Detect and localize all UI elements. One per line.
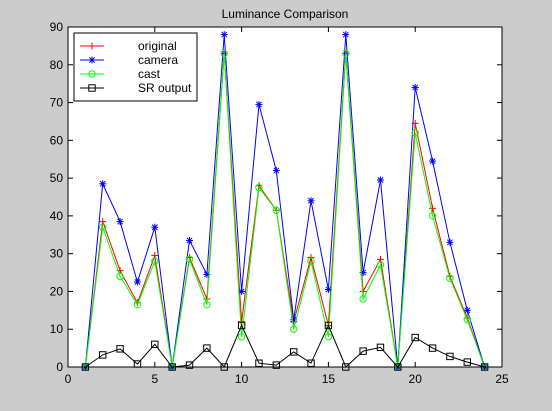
legend-box xyxy=(73,32,198,102)
x-tick-label: 25 xyxy=(495,372,509,386)
data-point-cast xyxy=(116,272,124,281)
data-point-cast xyxy=(428,212,437,220)
legend-label-cast: cast xyxy=(138,67,161,81)
data-point-camera xyxy=(255,100,263,108)
data-point-sr-output xyxy=(237,321,246,330)
data-point-sr-output xyxy=(324,321,333,330)
series-cast xyxy=(81,49,489,371)
y-tick-label: 20 xyxy=(50,284,64,298)
y-tick-label: 60 xyxy=(50,133,64,147)
data-point-sr-output xyxy=(359,347,367,355)
data-point-cast xyxy=(203,300,211,309)
axis-layer: 0 5 10 15 20 25 0 10 20 30 40 50 60 70 80 90 xyxy=(50,20,509,386)
y-tick-label: 70 xyxy=(50,96,64,110)
data-point-original xyxy=(238,318,246,326)
data-point-cast xyxy=(411,129,419,137)
legend-entry-original: original xyxy=(80,39,177,53)
legend-entry-cast: cast xyxy=(80,67,161,81)
chart-title: Luminance Comparison xyxy=(222,7,349,21)
data-point-cast xyxy=(151,257,159,265)
data-point-sr-output xyxy=(203,344,211,352)
data-point-cast xyxy=(446,274,454,282)
data-point-cast xyxy=(272,206,281,214)
series-line-camera xyxy=(84,34,486,368)
legend-marker-sr-output xyxy=(88,84,96,92)
data-point-cast xyxy=(99,223,107,231)
data-point-sr-output xyxy=(428,344,437,352)
y-tick-label: 50 xyxy=(50,171,64,185)
data-point-cast xyxy=(307,257,315,265)
data-point-cast xyxy=(255,183,263,192)
data-point-cast xyxy=(376,261,385,269)
data-point-camera xyxy=(186,236,194,244)
legend-label-original: original xyxy=(138,39,177,53)
data-point-sr-output xyxy=(463,358,471,366)
data-point-sr-output xyxy=(307,359,315,367)
data-point-cast xyxy=(133,300,142,309)
series-sr-output xyxy=(81,321,489,371)
x-tick-label: 20 xyxy=(409,372,423,386)
data-point-camera xyxy=(411,83,419,91)
data-point-cast xyxy=(220,49,228,58)
data-point-cast xyxy=(185,255,194,264)
data-point-cast xyxy=(463,316,471,324)
data-point-camera xyxy=(151,223,159,231)
y-tick-label: 10 xyxy=(50,322,64,336)
y-tick-label: 90 xyxy=(50,20,64,34)
x-tick-label: 0 xyxy=(65,372,72,386)
data-point-original xyxy=(307,253,315,261)
legend-entry-sr-output: SR output xyxy=(80,81,192,95)
y-tick-label: 80 xyxy=(50,58,64,72)
legend-marker-original xyxy=(88,42,96,50)
data-point-sr-output xyxy=(446,352,454,361)
legend-entry-camera: camera xyxy=(80,53,178,67)
data-point-camera xyxy=(429,157,437,165)
legend-label-sr-output: SR output xyxy=(138,81,192,95)
data-point-camera xyxy=(272,167,280,175)
y-tick-label: 30 xyxy=(50,247,64,261)
data-point-sr-output xyxy=(255,359,263,367)
data-point-sr-output xyxy=(411,333,419,342)
y-tick-label: 40 xyxy=(50,209,64,223)
data-point-sr-output xyxy=(272,361,281,369)
data-point-sr-output xyxy=(185,361,194,369)
data-point-cast xyxy=(324,333,333,341)
data-point-camera xyxy=(133,278,141,286)
data-point-sr-output xyxy=(289,348,298,356)
x-tick-label: 10 xyxy=(235,372,249,386)
data-point-camera xyxy=(324,286,332,294)
data-point-cast xyxy=(289,325,298,333)
data-point-sr-output xyxy=(99,351,107,359)
data-point-camera xyxy=(220,31,228,39)
data-point-camera xyxy=(342,31,350,39)
plot-frame xyxy=(67,26,503,368)
data-point-sr-output xyxy=(116,345,124,353)
data-point-sr-output xyxy=(151,340,159,349)
data-point-cast xyxy=(237,333,246,341)
data-point-original xyxy=(429,204,437,212)
data-point-camera xyxy=(446,238,454,246)
legend-label-camera: camera xyxy=(138,53,178,67)
legend-marker-cast xyxy=(88,70,96,78)
data-point-cast xyxy=(342,49,350,58)
data-point-camera xyxy=(463,306,471,314)
data-point-camera xyxy=(99,180,107,188)
x-tick-label: 5 xyxy=(151,372,158,386)
data-point-cast xyxy=(359,295,367,303)
legend-marker-camera xyxy=(88,56,96,64)
series-line-cast xyxy=(84,53,486,368)
data-point-camera xyxy=(116,218,124,226)
y-tick-label: 0 xyxy=(56,360,63,374)
data-point-camera xyxy=(376,176,384,184)
data-point-camera xyxy=(307,197,315,205)
x-tick-label: 15 xyxy=(322,372,336,386)
data-point-sr-output xyxy=(376,343,385,352)
